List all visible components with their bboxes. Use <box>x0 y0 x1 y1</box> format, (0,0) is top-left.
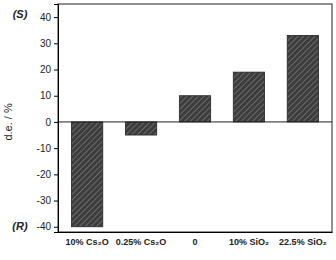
chart: -40 -30 -20 -10 0 10 20 30 40 10% Cs₂O 0.25% Cs₂O 0… <box>0 0 336 260</box>
x-tick: 0.25% Cs₂O <box>116 232 167 247</box>
frame <box>58 4 332 232</box>
y-tick: 20 <box>40 64 58 75</box>
bar <box>71 122 102 227</box>
y-tick-mark <box>54 70 58 71</box>
y-tick-label: -30 <box>37 195 52 206</box>
y-tick-mark <box>54 148 58 149</box>
zero-line <box>58 121 332 122</box>
y-tick-label: 30 <box>40 38 52 49</box>
y-tick-label: 10 <box>40 90 52 101</box>
y-tick-mark <box>54 201 58 202</box>
x-axis: 10% Cs₂O 0.25% Cs₂O 0 10% SiO₂ 22.5% SiO₂ <box>59 232 333 247</box>
y-tick-mark <box>54 17 58 18</box>
y-tick-mark <box>54 122 58 123</box>
bar <box>179 96 210 122</box>
y-tick-label: -20 <box>37 169 52 180</box>
bars <box>71 35 318 226</box>
y-tick: -30 <box>37 195 58 206</box>
y-tick: -20 <box>37 169 58 180</box>
x-tick-label: 22.5% SiO₂ <box>279 237 327 247</box>
y-tick: 40 <box>40 12 58 23</box>
bar <box>233 72 264 122</box>
y-tick-mark <box>54 43 58 44</box>
x-tick: 10% Cs₂O <box>66 232 109 247</box>
bar <box>287 35 318 121</box>
annotation: (S) <box>13 8 28 20</box>
annotation: (R) <box>12 220 28 232</box>
y-tick-label: -40 <box>37 221 52 232</box>
plot: -40 -30 -20 -10 0 10 20 30 40 10% Cs₂O 0.25% Cs₂O 0… <box>37 4 333 247</box>
y-axis-title: d.e. / % <box>2 103 14 141</box>
y-axis: -40 -30 -20 -10 0 10 20 30 40 <box>37 5 59 233</box>
y-tick-label: 0 <box>45 117 51 128</box>
x-tick: 0 <box>192 232 197 247</box>
y-tick-label: 20 <box>40 64 52 75</box>
y-tick-label: -10 <box>37 143 52 154</box>
y-tick: -10 <box>37 143 58 154</box>
y-axis-line <box>54 5 59 233</box>
y-tick-mark <box>54 227 58 228</box>
x-tick-label: 10% Cs₂O <box>66 237 109 247</box>
x-tick-label: 0 <box>192 237 197 247</box>
x-axis-line <box>59 232 333 233</box>
y-tick-mark <box>54 174 58 175</box>
x-tick-label: 10% SiO₂ <box>229 237 269 247</box>
y-tick-mark <box>54 96 58 97</box>
y-tick-label: 40 <box>40 12 52 23</box>
y-tick: 0 <box>45 117 58 128</box>
y-tick: 30 <box>40 38 58 49</box>
y-tick: -40 <box>37 221 58 232</box>
y-tick: 10 <box>40 90 58 101</box>
x-tick: 10% SiO₂ <box>229 232 269 247</box>
bar <box>125 122 156 135</box>
x-tick-label: 0.25% Cs₂O <box>116 237 167 247</box>
x-tick: 22.5% SiO₂ <box>279 232 327 247</box>
